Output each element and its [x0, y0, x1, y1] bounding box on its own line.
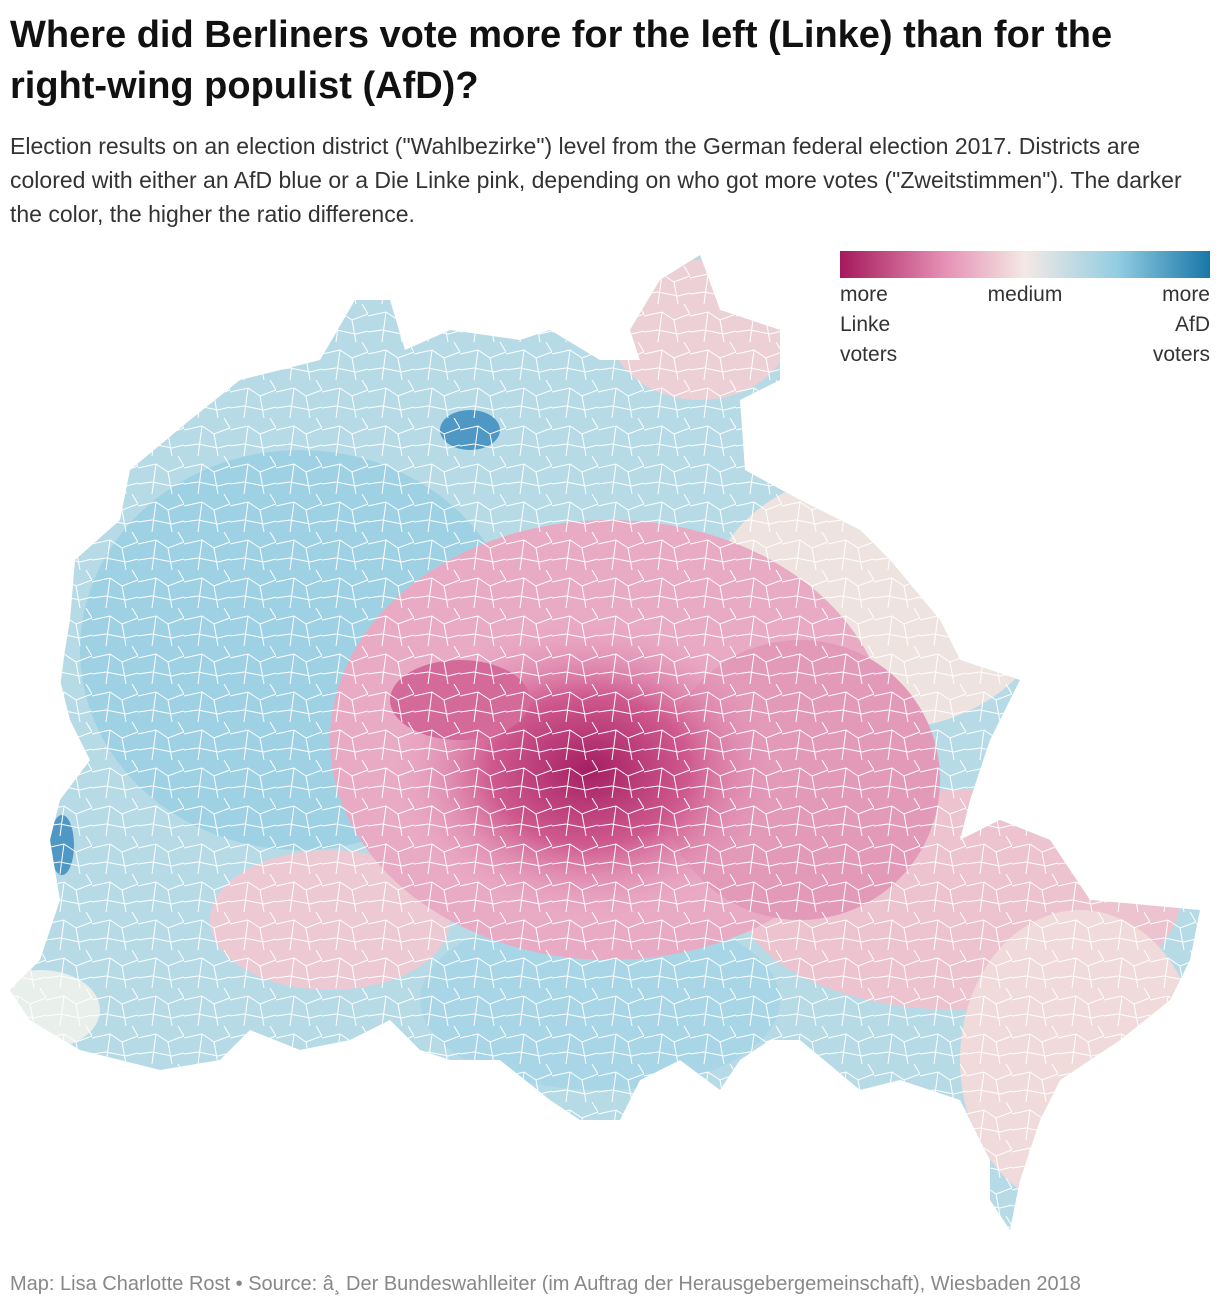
districts [10, 255, 1200, 1230]
legend-label: medium [987, 283, 1063, 306]
map [10, 255, 1200, 1230]
legend-gradient [840, 251, 1210, 278]
title: Where did Berliners vote more for the le… [10, 14, 1113, 107]
footer: Map: Lisa Charlotte Rost • Source: â¸ De… [10, 1273, 1081, 1295]
legend-label: more AfD voters [1152, 283, 1210, 366]
legend-label: more Linke voters [840, 283, 898, 366]
subtitle: Election results on an election district… [10, 133, 1182, 227]
